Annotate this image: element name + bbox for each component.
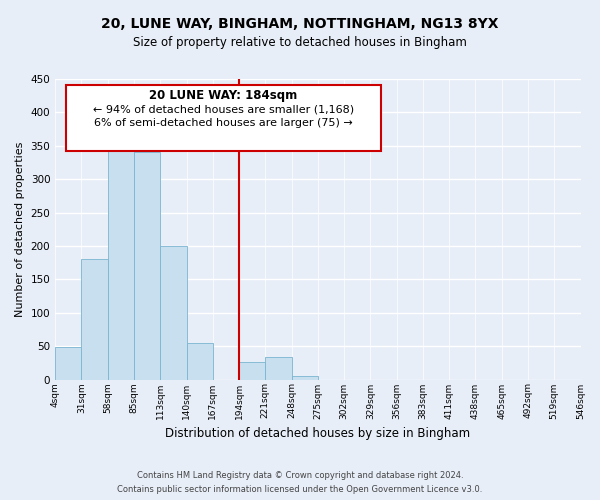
Bar xyxy=(82,260,108,380)
Bar xyxy=(187,343,213,380)
Bar xyxy=(265,357,292,380)
FancyBboxPatch shape xyxy=(65,85,381,151)
Text: 6% of semi-detached houses are larger (75) →: 6% of semi-detached houses are larger (7… xyxy=(94,118,353,128)
Y-axis label: Number of detached properties: Number of detached properties xyxy=(15,142,25,317)
Text: ← 94% of detached houses are smaller (1,168): ← 94% of detached houses are smaller (1,… xyxy=(93,104,354,115)
Text: Size of property relative to detached houses in Bingham: Size of property relative to detached ho… xyxy=(133,36,467,49)
Text: Contains public sector information licensed under the Open Government Licence v3: Contains public sector information licen… xyxy=(118,484,482,494)
Bar xyxy=(292,376,318,380)
Bar xyxy=(108,136,134,380)
X-axis label: Distribution of detached houses by size in Bingham: Distribution of detached houses by size … xyxy=(165,427,470,440)
Text: Contains HM Land Registry data © Crown copyright and database right 2024.: Contains HM Land Registry data © Crown c… xyxy=(137,472,463,480)
Bar xyxy=(134,152,160,380)
Bar xyxy=(239,362,265,380)
Text: 20, LUNE WAY, BINGHAM, NOTTINGHAM, NG13 8YX: 20, LUNE WAY, BINGHAM, NOTTINGHAM, NG13 … xyxy=(101,18,499,32)
Bar xyxy=(160,246,187,380)
Bar xyxy=(55,347,82,380)
Text: 20 LUNE WAY: 184sqm: 20 LUNE WAY: 184sqm xyxy=(149,89,298,102)
